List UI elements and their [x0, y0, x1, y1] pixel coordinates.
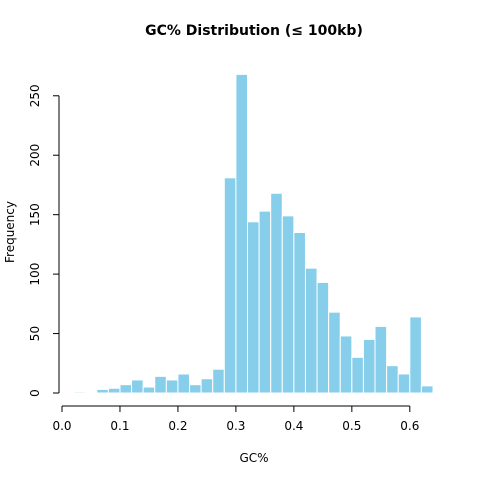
- y-tick-label: 0: [28, 389, 42, 397]
- y-tick-label: 150: [28, 203, 42, 226]
- histogram-bar: [281, 215, 295, 394]
- x-tick-label: 0.1: [110, 419, 129, 433]
- histogram-bar: [409, 316, 422, 394]
- histogram-bar: [107, 387, 121, 394]
- x-tick-label: 0.2: [168, 419, 187, 433]
- x-tick-label: 0.3: [226, 419, 245, 433]
- chart-title: GC% Distribution (≤ 100kb): [145, 23, 363, 39]
- histogram-bar: [223, 177, 237, 394]
- y-tick-label: 100: [28, 263, 42, 286]
- x-tick-label: 0.5: [342, 419, 361, 433]
- x-tick-label: 0.4: [284, 419, 303, 433]
- histogram-bar: [293, 232, 306, 394]
- x-tick-label: 0.6: [400, 419, 419, 433]
- histogram-bar: [316, 281, 330, 394]
- histogram-bar: [386, 365, 399, 394]
- histogram-bar: [258, 210, 272, 394]
- histogram-bar: [200, 378, 214, 394]
- bars-group: [73, 73, 434, 394]
- histogram-bar: [154, 375, 167, 394]
- histogram-bar: [212, 368, 225, 394]
- histogram-bar: [351, 356, 364, 394]
- histogram-bar: [420, 385, 434, 394]
- histogram-bar: [73, 391, 86, 394]
- histogram-bar: [96, 388, 109, 394]
- histogram-bar: [189, 384, 202, 394]
- histogram-bar: [397, 373, 411, 394]
- y-tick-label: 250: [28, 84, 42, 107]
- histogram-bar: [177, 373, 191, 394]
- histogram-bar: [165, 379, 179, 394]
- y-tick-label: 50: [28, 326, 42, 341]
- y-tick-label: 200: [28, 144, 42, 167]
- histogram-bar: [131, 379, 144, 394]
- histogram-bar: [339, 335, 353, 394]
- histogram-bar: [328, 311, 341, 394]
- histogram-bar: [374, 325, 388, 394]
- x-axis: 0.0 0.1 0.2 0.3 0.4 0.5 0.6: [52, 405, 419, 433]
- histogram-bar: [235, 73, 248, 394]
- histogram-bar: [119, 384, 133, 394]
- histogram-bar: [270, 192, 283, 394]
- histogram-bar: [362, 339, 376, 394]
- y-axis-label: Frequency: [3, 201, 17, 263]
- histogram-bar: [247, 221, 260, 394]
- y-axis: 0 50 100 150 200 250: [28, 84, 60, 397]
- histogram-bar: [304, 267, 318, 394]
- histogram-bar: [142, 386, 156, 394]
- x-axis-label: GC%: [239, 451, 268, 465]
- x-tick-label: 0.0: [52, 419, 71, 433]
